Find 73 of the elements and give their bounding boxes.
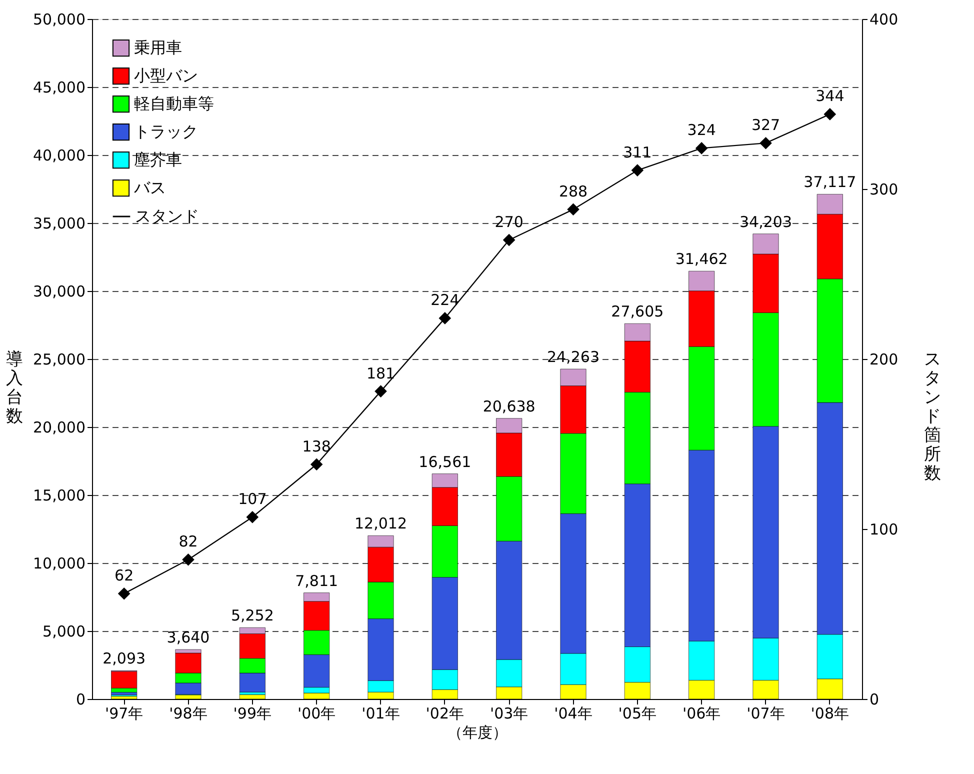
x-tick-label: '05年 [618,704,657,722]
x-tick-label: '07年 [746,704,785,722]
y-tick-label: 45,000 [33,78,86,96]
data-label: 181 [366,364,396,382]
total-label: 5,252 [230,606,274,625]
x-tick-label: '04年 [554,704,592,722]
point [760,137,772,149]
data-label: 327 [751,116,780,134]
total-label: 12,012 [354,514,407,533]
point [824,108,836,120]
total-label: 2,093 [102,650,146,668]
legend-label: トラック [134,122,198,141]
total-label: 20,638 [482,397,536,416]
y-tick-label: 40,000 [33,146,86,164]
y-tick-label: 20,000 [33,418,86,436]
legend-label: 塵芥車 [134,150,182,169]
y-tick-label: 5,000 [42,622,86,640]
total-label: 37,117 [804,173,856,192]
y2-tick-label: 200 [870,350,898,368]
data-label: 82 [178,532,198,551]
x-axis-title: （年度） [448,724,508,742]
legend-label: 小型バン [134,66,198,85]
point [310,458,322,470]
data-label: 344 [816,87,844,106]
point [696,142,708,154]
x-tick-label: '08年 [810,704,850,722]
x-tick-label: '02年 [426,704,464,722]
bar [111,671,138,688]
y2-tick-label: 100 [870,520,898,538]
total-label: 16,561 [418,452,472,471]
y2-axis-title: スタンド箇所数 [924,350,941,484]
total-label: 31,462 [675,250,728,268]
x-tick-label: '00年 [297,704,336,722]
y2-tick-label: 300 [870,180,898,198]
y-tick-label: 15,000 [33,486,86,504]
legend-label: 乗用車 [134,38,182,57]
data-label: 107 [238,490,267,508]
data-label: 324 [687,121,716,140]
y2-tick-label: 0 [870,690,880,708]
legend-label: スタンド [135,206,199,226]
total-label: 7,811 [295,572,338,590]
legend-label: 軽自動車等 [134,94,214,113]
data-label: 138 [302,437,331,456]
point [182,554,194,566]
legend-label: バス [133,178,166,197]
y-axis-title: 導入台数 [6,350,23,426]
x-tick-label: '03年 [490,704,528,722]
point [375,386,386,398]
data-label: 224 [430,291,460,310]
point [632,164,644,176]
total-label: 3,640 [166,628,210,646]
x-tick-label: '01年 [362,704,400,722]
y-tick-label: 30,000 [33,282,86,300]
x-tick-label: '98年 [169,704,208,722]
point [118,588,130,600]
y-tick-label: 50,000 [33,10,86,28]
total-label: 27,605 [611,302,664,321]
data-label: 270 [494,213,524,231]
data-label: 62 [114,566,134,585]
y-tick-label: 10,000 [33,554,86,572]
y-tick-label: 0 [76,690,86,708]
total-label: 34,203 [740,212,792,231]
x-tick-label: '99年 [233,704,272,722]
data-label: 288 [558,182,588,200]
point [568,204,579,216]
x-tick-label: '97年 [104,704,144,722]
y2-tick-label: 400 [870,10,898,28]
x-tick-label: '06年 [682,704,721,722]
point [246,511,258,523]
y-tick-label: 25,000 [33,350,86,368]
point [439,312,451,324]
y-tick-label: 35,000 [33,214,86,232]
point [503,234,515,246]
